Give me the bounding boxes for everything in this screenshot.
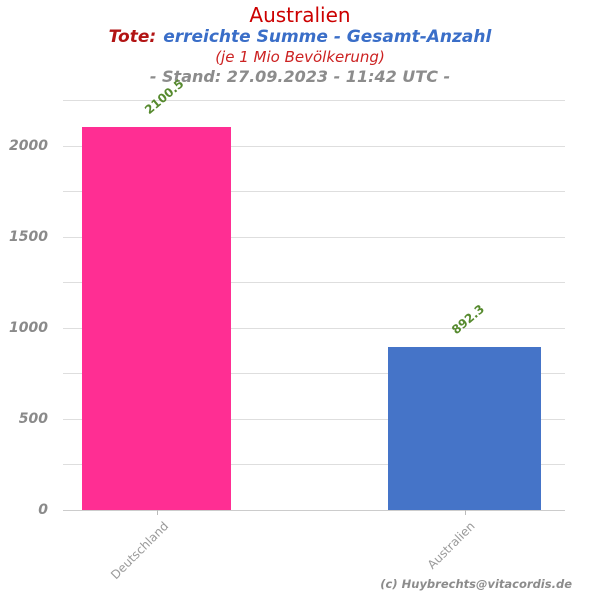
copyright-credit: (c) Huybrechts@vitacordis.de (380, 577, 572, 591)
gridline-750 (63, 373, 565, 375)
x-axis-baseline (63, 510, 565, 511)
gridline-250 (63, 464, 565, 466)
bar-australien[interactable] (388, 347, 541, 510)
plot-area: 2100.5 892.3 (63, 77, 565, 515)
gridline-1750 (63, 191, 565, 193)
subtitle-main: erreichte Summe - Gesamt-Anzahl (163, 27, 492, 47)
gridline-2250 (63, 100, 565, 101)
y-tick-label-2000: 2000 (9, 137, 48, 154)
chart-header: Australien Tote: erreichte Summe - Gesamt… (0, 0, 600, 87)
chart-title: Australien (249, 3, 351, 27)
x-axis-label-australien: Australien (425, 519, 478, 572)
y-tick-label-1500: 1500 (9, 228, 48, 245)
chart-subtitle: Tote: erreichte Summe - Gesamt-Anzahl (0, 27, 600, 48)
gridline-1250 (63, 282, 565, 284)
y-tick-label-500: 500 (18, 410, 48, 427)
value-label-australien: 892.3 (449, 301, 488, 337)
gridline-500 (63, 418, 565, 420)
x-tick-deutschland (156, 510, 158, 515)
x-tick-australien (464, 510, 466, 515)
gridline-1500 (63, 236, 565, 238)
x-axis-label-deutschland: Deutschland (107, 519, 171, 583)
stand-line: - Stand: 27.09.2023 - 11:42 UTC - (149, 67, 451, 86)
y-tick-label-0: 0 (38, 502, 48, 518)
gridline-2000 (63, 145, 565, 147)
y-tick-label-1000: 1000 (9, 319, 48, 336)
bar-deutschland[interactable] (82, 127, 231, 510)
subtitle-note: (je 1 Mio Bevölkerung) (215, 48, 385, 66)
gridline-1000 (63, 327, 565, 329)
subtitle-prefix: Tote: (108, 27, 157, 47)
